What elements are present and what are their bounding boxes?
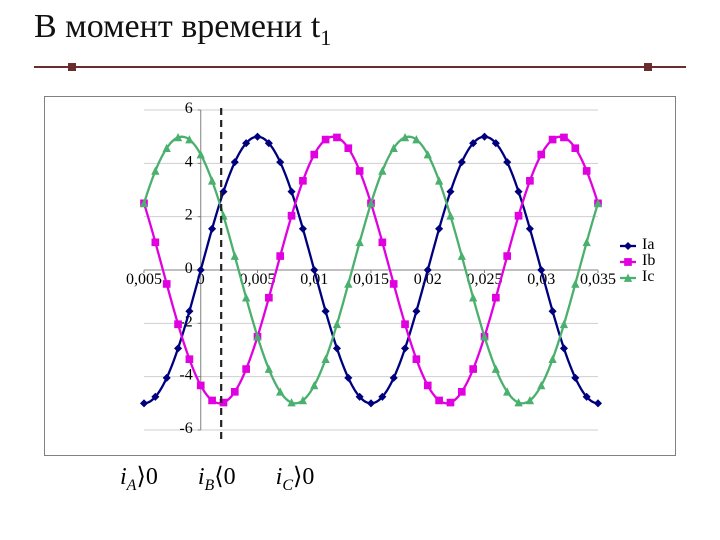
svg-text:-4: -4 [179, 367, 192, 384]
title-text: В момент времени t [34, 8, 320, 45]
svg-text:0,015: 0,015 [353, 271, 389, 288]
svg-text:0,005: 0,005 [126, 271, 162, 288]
slide-title: В момент времени t1 [34, 8, 686, 51]
svg-text:0,005: 0,005 [240, 271, 276, 288]
svg-text:2: 2 [185, 207, 193, 224]
svg-text:Ib: Ib [642, 252, 655, 269]
svg-text:0: 0 [185, 260, 193, 277]
svg-text:6: 6 [185, 100, 193, 117]
equation-ia: iA⟩0 [120, 462, 158, 495]
slide: В момент времени t1 -6-4-202460,00500,00… [0, 0, 720, 540]
svg-text:4: 4 [185, 153, 193, 170]
svg-text:0,035: 0,035 [580, 271, 616, 288]
three-phase-current-chart: -6-4-202460,00500,0050,010,0150,020,0250… [44, 96, 676, 456]
title-subscript: 1 [320, 25, 331, 50]
svg-text:0,025: 0,025 [467, 271, 503, 288]
equations-row: iA⟩0 iB⟨0 iC⟩0 [120, 462, 620, 498]
equation-ib: iB⟨0 [198, 462, 236, 495]
accent-square-left [68, 63, 76, 71]
svg-text:Ic: Ic [642, 268, 654, 285]
svg-text:Ia: Ia [642, 236, 654, 253]
svg-text:-6: -6 [179, 420, 192, 437]
chart-container: -6-4-202460,00500,0050,010,0150,020,0250… [44, 96, 676, 456]
title-block: В момент времени t1 [34, 8, 686, 68]
equation-ic: iC⟩0 [276, 462, 315, 495]
accent-square-right [644, 63, 652, 71]
